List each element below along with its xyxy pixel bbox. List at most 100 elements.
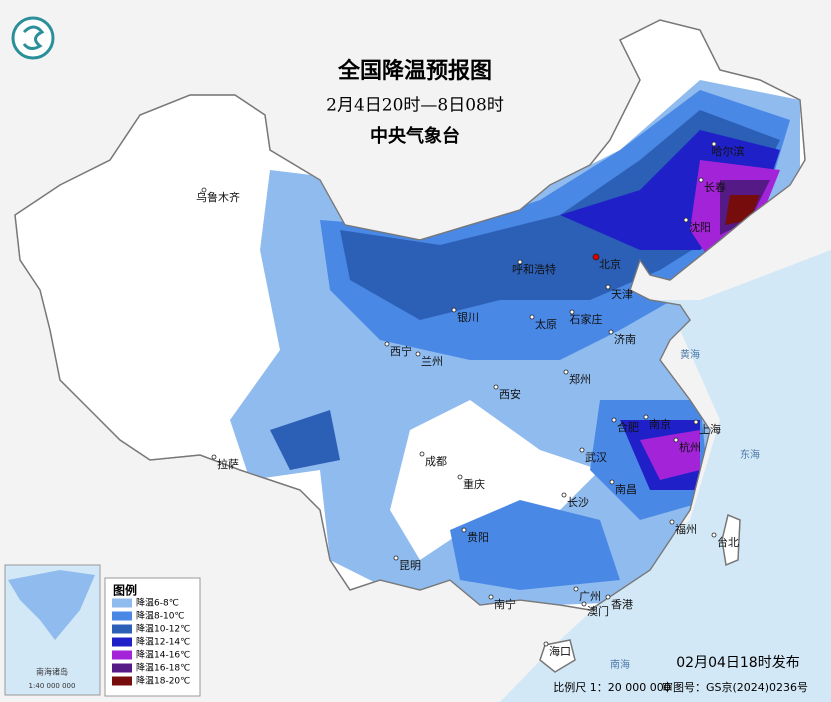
cooling-area [390,400,600,560]
city-dot [488,594,494,600]
city-label: 石家庄 [570,312,603,326]
cooling-area [640,430,700,480]
city-dot [393,555,399,561]
city-dot [581,601,587,607]
city-dot [517,259,523,265]
sea-label: 黄海 [680,348,700,361]
sea [500,250,831,702]
city-label: 南宁 [494,597,516,611]
city-dot [419,451,425,457]
city-label: 哈尔滨 [712,144,745,158]
city-label: 长沙 [567,496,589,509]
city-label: 兰州 [421,355,443,368]
city-label: 拉萨 [217,457,239,471]
city-dot [711,141,717,147]
city-dot [461,527,467,533]
city-dot [415,351,421,357]
city-dot [211,454,217,460]
city-label: 南昌 [615,483,637,496]
city-label: 西宁 [390,344,412,358]
city-label: 呼和浩特 [512,262,556,276]
city-dot [563,369,569,375]
logo [11,16,55,60]
city-label: 重庆 [463,477,485,491]
city-dot [669,519,675,525]
city-dot [561,492,567,498]
city-dot [611,417,617,423]
city-dot [592,253,600,261]
city-dot [573,586,579,592]
city-dot [543,641,549,647]
city-dot [711,532,717,538]
city-label: 西安 [499,387,521,401]
city-dot [683,217,689,223]
approval: 审图号：GS京(2024)0236号 [662,680,808,694]
scale: 比例尺 1：20 000 000 [553,680,670,694]
city-label: 郑州 [569,372,591,386]
legend-swatch [112,598,132,608]
legend-swatch [112,637,132,647]
city-dot [643,414,649,420]
city-label: 广州 [579,590,601,603]
city-label: 太原 [535,318,557,331]
city-dot [609,479,615,485]
city-label: 香港 [611,598,633,611]
city-dot [451,307,457,313]
city-label: 银川 [457,310,479,324]
cooling-area [725,195,760,225]
inset-land [8,570,95,640]
legend-swatch [112,624,132,634]
city-dot [673,437,679,443]
city-dot [493,384,499,390]
city-dot [605,284,611,290]
legend-swatch [112,650,132,660]
city-label: 福州 [675,522,697,536]
city-label: 台北 [717,535,739,549]
city-label: 上海 [699,422,721,436]
legend-label: 降温10-12℃ [136,623,190,635]
city-dot [605,594,611,600]
legend-label: 降温8-10℃ [136,610,185,622]
city-label: 海口 [549,644,571,658]
agency: 中央气象台 [370,125,460,147]
legend-swatch [112,611,132,621]
city-label: 成都 [425,455,447,468]
city-dot [201,187,207,193]
city-label: 长春 [704,181,726,194]
city-dot [579,447,585,453]
legend-swatch [112,663,132,673]
legend-label: 降温12-14℃ [136,636,190,648]
subtitle: 2月4日20时—8日08时 [326,96,504,116]
legend-box [104,577,201,697]
sea-label: 南海 [610,658,630,671]
city-dot [693,419,699,425]
logo-mark [22,25,45,51]
city-label: 天津 [611,288,633,301]
legend-label: 降温6-8℃ [136,597,179,609]
cooling-area [450,500,620,590]
inset-scale: 1:40 000 000 [29,682,76,690]
city-label: 武汉 [585,451,607,464]
city-dot [457,474,463,480]
city-dot [698,177,704,183]
legend-title: 图例 [113,583,137,598]
city-label: 北京 [599,257,621,271]
issued: 02月04日18时发布 [676,655,799,671]
title: 全国降温预报图 [337,58,492,84]
city-label: 澳门 [587,604,609,618]
cooling-area [270,410,340,470]
city-label: 合肥 [617,420,639,434]
city-dot [384,341,390,347]
legend-label: 降温14-16℃ [136,649,190,661]
city-label: 乌鲁木齐 [196,190,240,204]
inset-label: 南海诸岛 [36,667,68,677]
city-dot [608,329,614,335]
city-label: 贵阳 [467,531,489,544]
city-label: 沈阳 [689,220,711,234]
city-label: 济南 [614,332,636,346]
legend-label: 降温18-20℃ [136,675,190,687]
city-label: 南京 [649,417,671,431]
